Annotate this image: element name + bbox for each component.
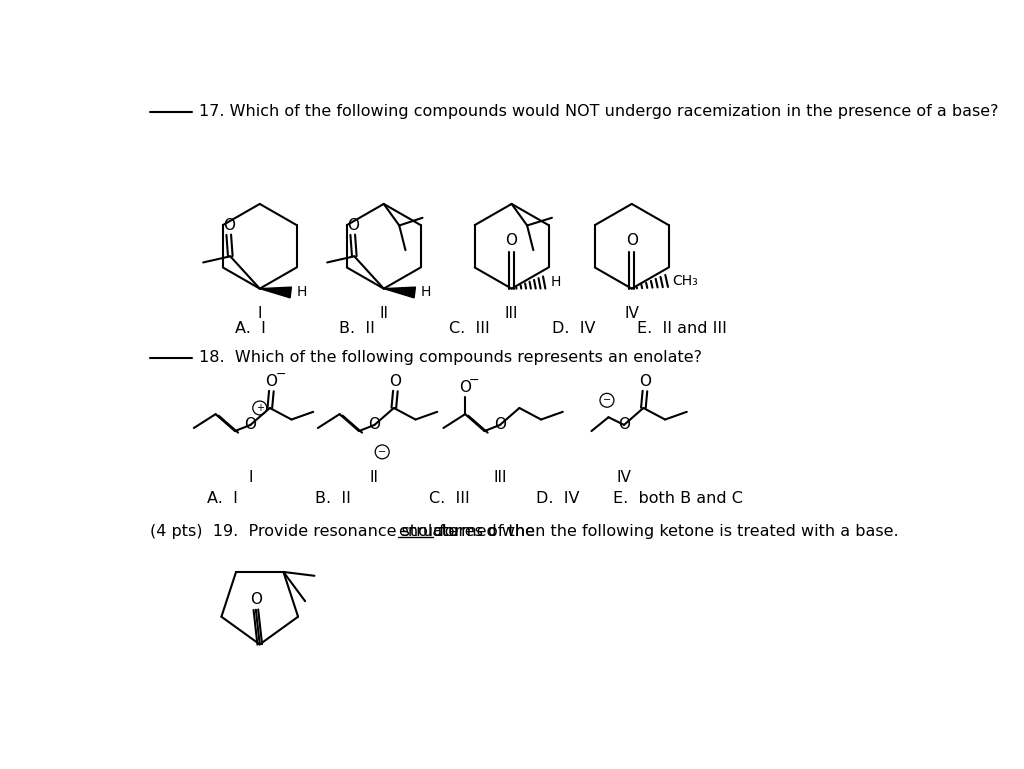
Text: I: I xyxy=(248,470,253,484)
Text: O: O xyxy=(265,375,278,389)
Text: C.  III: C. III xyxy=(449,321,489,336)
Text: enolate: enolate xyxy=(398,524,459,538)
Text: A.  I: A. I xyxy=(236,321,266,336)
Text: A.  I: A. I xyxy=(207,491,238,506)
Text: C.  III: C. III xyxy=(429,491,470,506)
Text: D.  IV: D. IV xyxy=(552,321,595,336)
Text: −: − xyxy=(275,368,286,381)
Polygon shape xyxy=(384,287,416,298)
Text: O: O xyxy=(494,418,506,432)
Text: E.  both B and C: E. both B and C xyxy=(613,491,743,506)
Polygon shape xyxy=(260,287,292,298)
Text: IV: IV xyxy=(616,470,632,484)
Text: III: III xyxy=(505,305,518,321)
Text: B.  II: B. II xyxy=(315,491,351,506)
Text: O: O xyxy=(639,375,651,389)
Text: II: II xyxy=(370,470,379,484)
Text: II: II xyxy=(379,305,388,321)
Text: O: O xyxy=(506,233,517,248)
Text: O: O xyxy=(347,218,358,233)
Text: H: H xyxy=(297,285,307,299)
Text: −: − xyxy=(603,395,611,405)
Text: O: O xyxy=(618,418,630,432)
Text: O: O xyxy=(223,218,234,233)
Text: H: H xyxy=(421,285,431,299)
Text: O: O xyxy=(369,418,381,432)
Text: O: O xyxy=(389,375,401,389)
Text: −: − xyxy=(469,374,479,387)
Text: III: III xyxy=(494,470,507,484)
Text: D.  IV: D. IV xyxy=(537,491,580,506)
Text: CH₃: CH₃ xyxy=(672,274,697,288)
Text: −: − xyxy=(378,447,386,457)
Text: O: O xyxy=(250,592,262,608)
Text: E.  II and III: E. II and III xyxy=(637,321,727,336)
Text: 18.  Which of the following compounds represents an enolate?: 18. Which of the following compounds rep… xyxy=(200,351,702,365)
Text: O: O xyxy=(626,233,638,248)
Text: B.  II: B. II xyxy=(339,321,375,336)
Text: O: O xyxy=(245,418,256,432)
Text: IV: IV xyxy=(625,305,639,321)
Text: O: O xyxy=(459,381,471,395)
Text: I: I xyxy=(257,305,262,321)
Text: +: + xyxy=(256,403,264,413)
Text: H: H xyxy=(550,275,561,289)
Text: formed when the following ketone is treated with a base.: formed when the following ketone is trea… xyxy=(434,524,899,538)
Text: 17. Which of the following compounds would NOT undergo racemization in the prese: 17. Which of the following compounds wou… xyxy=(200,104,998,119)
Text: (4 pts)  19.  Provide resonance structures of the: (4 pts) 19. Provide resonance structures… xyxy=(150,524,540,538)
